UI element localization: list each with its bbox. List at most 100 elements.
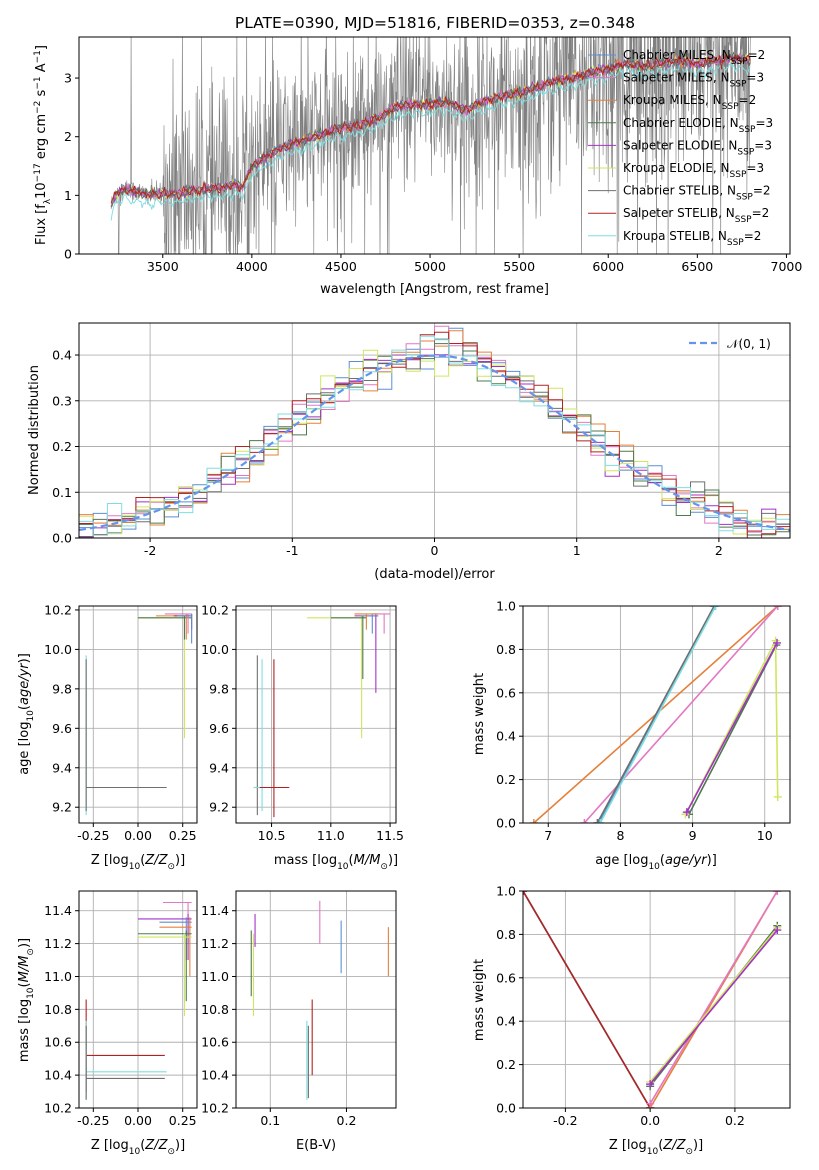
x-tick-label: 2	[715, 543, 723, 558]
y-axis-label: mass weight	[472, 673, 487, 755]
x-tick-label: 9	[689, 828, 697, 843]
y-axis-label: age [log10(age/yr)]	[17, 653, 36, 775]
y-tick-label: 9.4	[209, 760, 229, 775]
x-tick-label: 5000	[414, 259, 446, 274]
y-tick-label: 10.2	[44, 602, 72, 617]
y-tick-label: 0.0	[496, 816, 516, 831]
weight-marker	[773, 638, 782, 647]
model-spectrum-line	[110, 53, 751, 204]
legend-label: Kroupa MILES, NSSP=2	[623, 93, 756, 112]
legend-label: Salpeter STELIB, NSSP=2	[623, 206, 769, 225]
plot-area	[79, 325, 790, 538]
x-tick-label: 10	[757, 828, 773, 843]
weight-line	[599, 606, 717, 823]
plot-area	[529, 606, 782, 823]
x-tick-label: 0.2	[725, 1113, 745, 1128]
y-tick-label: 10.0	[44, 642, 72, 657]
axes-frame	[235, 605, 397, 824]
x-tick-label: 0	[431, 543, 439, 558]
weight-marker	[580, 819, 589, 823]
plot-area	[110, 37, 751, 254]
axes-frame	[522, 605, 791, 824]
plot-area	[250, 900, 389, 1100]
axes-age-vs-Z: -0.25 0.00 0.25 9.2 9.4 9.6 9.8 10.0 10.2	[44, 602, 198, 843]
x-tick-label: 10.5	[258, 828, 286, 843]
x-axis-label: mass [log10(M/M⊙)]	[274, 853, 398, 872]
x-tick-label: 6500	[681, 259, 713, 274]
x-tick-label: 8	[616, 828, 624, 843]
y-tick-label: 11.2	[44, 936, 72, 951]
plot-area	[85, 901, 192, 1100]
weight-marker	[773, 792, 782, 801]
legend-label: Chabrier ELODIE, NSSP=3	[623, 116, 773, 135]
weight-marker	[596, 819, 605, 823]
x-tick-label: 0.25	[169, 1113, 197, 1128]
x-tick-label: 4500	[325, 259, 357, 274]
axes-frame	[522, 890, 791, 1109]
x-tick-label: 3500	[147, 259, 179, 274]
y-tick-label: 11.4	[44, 903, 72, 918]
y-tick-label: 0.2	[52, 439, 72, 454]
weight-marker	[529, 819, 538, 823]
y-tick-label: 10.4	[201, 1068, 229, 1083]
y-tick-label: 10.8	[44, 1002, 72, 1017]
axes-age-vs-mass: 10.5 11.0 11.5 9.2 9.4 9.6 9.8 10.0 10.2	[201, 602, 404, 843]
weight-marker	[711, 606, 720, 610]
weight-marker	[646, 1080, 655, 1089]
plot-area	[523, 891, 782, 1108]
y-tick-label: 0.1	[52, 485, 72, 500]
axes-residuals: -2 -1 0 1 2 0.0 0.1 0.2 0.3 0.4	[52, 322, 791, 558]
axes-spectrum: 3500 4000 4500 5000 5500 6000 6500 7000 0 1 2 3	[64, 36, 802, 274]
x-tick-label: 7	[544, 828, 552, 843]
y-tick-label: 10.4	[44, 1068, 72, 1083]
weight-marker	[773, 606, 782, 610]
y-tick-label: 9.8	[52, 681, 72, 696]
y-tick-label: 9.6	[52, 721, 72, 736]
weight-line	[596, 606, 715, 823]
weight-marker	[773, 926, 782, 935]
plot-area	[253, 613, 391, 818]
chart-layer: 3500 4000 4500 5000 5500 6000 6500 7000 0 1 2 3 wave…	[17, 36, 802, 1157]
y-tick-label: 1.0	[496, 599, 516, 614]
x-axis-label: E(B-V)	[296, 1138, 336, 1153]
y-tick-label: 10.8	[201, 1002, 229, 1017]
weight-marker	[682, 808, 691, 817]
y-axis-label: Normed distribution	[27, 365, 42, 495]
weight-line	[686, 642, 778, 813]
y-tick-label: 9.6	[209, 721, 229, 736]
y-tick-label: 0.6	[496, 685, 516, 700]
weight-marker	[773, 891, 782, 895]
x-axis-label: Z [log10(Z/Z⊙)]	[91, 1138, 185, 1157]
weight-line	[649, 929, 778, 1085]
y-tick-label: 0.2	[496, 1057, 516, 1072]
y-tick-label: 10.6	[44, 1035, 72, 1050]
weight-marker	[646, 1099, 655, 1108]
x-tick-label: 0.0	[640, 1113, 660, 1128]
y-tick-label: 3	[64, 71, 72, 86]
figure-title: PLATE=0390, MJD=51816, FIBERID=0353, z=0…	[235, 14, 635, 32]
axes-mass-vs-Z: -0.25 0.00 0.25 10.2 10.4 10.6 10.8 11.0 11.2 11.…	[44, 890, 198, 1128]
y-tick-label: 0.0	[52, 531, 72, 546]
x-axis-label: Z [log10(Z/Z⊙)]	[609, 1138, 703, 1157]
axes-mass-vs-EBV: 0.1 0.2 10.2 10.4 10.6 10.8 11.0 11.2 11.4	[201, 890, 397, 1128]
x-tick-label: 5500	[503, 259, 535, 274]
y-tick-label: 11.0	[201, 969, 229, 984]
plot-area	[85, 613, 193, 816]
y-tick-label: 9.2	[209, 800, 229, 815]
x-tick-label: 0.2	[337, 1113, 357, 1128]
x-tick-label: 4000	[236, 259, 268, 274]
y-tick-label: 0.0	[496, 1101, 516, 1116]
x-tick-label: -1	[286, 543, 298, 558]
y-tick-label: 0.8	[496, 927, 516, 942]
weight-line	[523, 891, 651, 1108]
x-tick-label: -0.25	[77, 828, 109, 843]
legend-label: Chabrier MILES, NSSP=2	[623, 48, 765, 67]
y-tick-label: 0.4	[496, 729, 516, 744]
model-spectrum-line	[110, 62, 751, 221]
legend-label: Kroupa ELODIE, NSSP=3	[623, 161, 764, 180]
y-tick-label: 10.0	[201, 642, 229, 657]
weight-line	[583, 606, 779, 823]
model-spectrum-line	[110, 51, 751, 208]
y-tick-label: 11.2	[201, 936, 229, 951]
histogram-step	[79, 331, 790, 538]
